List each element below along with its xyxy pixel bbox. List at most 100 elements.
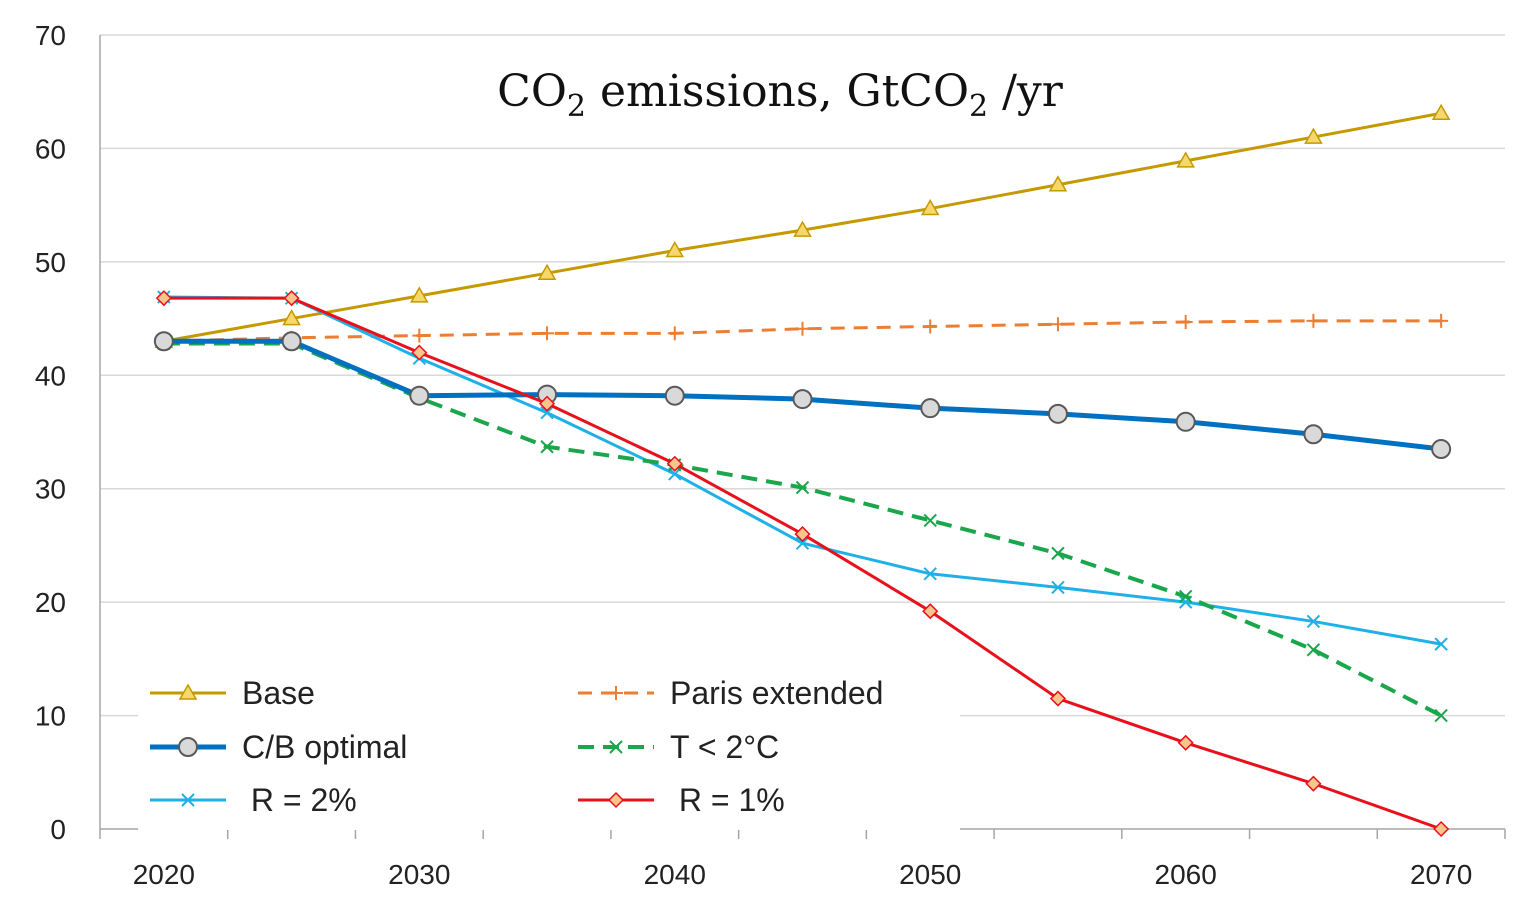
data-point-c-b-optimal-2020 <box>153 331 174 352</box>
legend: Base Paris extended C/B optimal T < 2°C R =… <box>138 660 960 830</box>
data-point-base-2065 <box>1304 127 1323 144</box>
data-point-t-2-c-2065 <box>1306 643 1321 657</box>
x-tick-label-2020: 2020 <box>133 859 195 890</box>
data-point-c-b-optimal-2070 <box>1431 439 1452 460</box>
series-line-r-2- <box>163 295 1442 646</box>
data-point-t-2-c-2070 <box>1434 708 1448 723</box>
marker-x-b <box>1051 580 1065 595</box>
gridlines <box>100 34 1505 717</box>
x-tick-label-2060: 2060 <box>1155 859 1217 890</box>
chart-title: CO2 emissions, GtCO2 /yr <box>497 66 1064 124</box>
data-point-base-2035 <box>537 263 557 280</box>
data-point-c-b-optimal-2055 <box>1047 403 1068 424</box>
data-point-base-2025 <box>282 309 301 326</box>
x-tick-label-2030: 2030 <box>388 859 450 890</box>
data-point-r-1--2070 <box>1433 820 1450 838</box>
y-tick-label-0: 0 <box>50 814 66 845</box>
data-point-r-1--2045 <box>794 526 811 543</box>
marker-x-b <box>795 480 810 495</box>
x-axis-tick-labels: 2020 2030 2040 2050 2060 2070 <box>133 859 1473 890</box>
series-paris-extended <box>156 313 1449 349</box>
y-tick-label-20: 20 <box>35 587 66 618</box>
marker-x-b <box>1434 708 1448 723</box>
data-point-base-2045 <box>793 220 812 237</box>
marker-x-b <box>923 567 937 581</box>
chart-title-part: 2 <box>969 89 988 124</box>
y-tick-label-70: 70 <box>35 20 66 51</box>
data-point-paris-extended-2070 <box>1434 313 1449 328</box>
marker-x-b <box>540 440 554 454</box>
data-point-base-2070 <box>1431 103 1451 121</box>
legend-background <box>138 660 960 830</box>
series-lines <box>153 103 1452 838</box>
marker-x-b <box>1434 637 1448 651</box>
series-r-2- <box>157 290 1448 651</box>
data-point-r-1--2050 <box>922 603 939 620</box>
series-r-1- <box>155 290 1450 838</box>
data-point-t-2-c-2035 <box>540 440 554 454</box>
chart-title-part: /yr <box>988 66 1064 117</box>
marker-x <box>609 740 623 754</box>
legend-label-c-b-optimal: C/B optimal <box>242 729 407 765</box>
data-point-r-2--2045 <box>795 536 810 550</box>
data-point-paris-extended-2060 <box>1178 314 1193 329</box>
marker-triangle <box>178 683 198 700</box>
data-point-r-2--2065 <box>1306 614 1321 629</box>
y-tick-label-50: 50 <box>35 247 66 278</box>
data-point-r-1--2055 <box>1049 690 1067 707</box>
series-base <box>154 103 1451 349</box>
marker-x-b <box>1306 643 1321 657</box>
data-point-paris-extended-2030 <box>412 328 427 343</box>
data-point-paris-extended-2035 <box>540 326 555 341</box>
series-line-paris-extended <box>163 319 1442 343</box>
data-point-r-1--2025 <box>283 290 300 307</box>
data-point-base-2060 <box>1176 151 1195 168</box>
marker-plus <box>609 686 623 700</box>
y-tick-label-30: 30 <box>35 474 66 505</box>
data-point-r-1--2040 <box>666 455 683 472</box>
data-point-r-2--2070 <box>1434 637 1448 651</box>
marker-x-b <box>795 536 810 550</box>
data-point-c-b-optimal-2030 <box>409 385 430 406</box>
data-point-base-2030 <box>410 286 429 303</box>
data-point-t-2-c-2060 <box>1178 589 1193 604</box>
marker-x-b <box>1178 589 1193 604</box>
legend-item-c-b-optimal: C/B optimal <box>150 729 407 765</box>
chart-title-part: 2 <box>567 89 586 124</box>
marker-x-b <box>1051 546 1065 561</box>
data-point-r-1--2035 <box>538 395 556 412</box>
legend-item-r-1-: R = 1% <box>578 782 785 818</box>
data-point-base-2055 <box>1048 175 1068 192</box>
data-point-base-2050 <box>920 199 940 216</box>
data-point-t-2-c-2050 <box>923 513 937 528</box>
legend-item-base: Base <box>150 675 315 711</box>
marker-x-b <box>181 793 195 807</box>
legend-label-r-1-: R = 1% <box>670 782 785 818</box>
data-point-paris-extended-2055 <box>1050 317 1065 332</box>
data-point-c-b-optimal-2045 <box>792 389 813 410</box>
data-point-paris-extended-2050 <box>923 319 938 334</box>
legend-label-base: Base <box>242 675 315 711</box>
data-point-r-2--2035 <box>540 406 554 420</box>
marker-x-b <box>609 740 623 754</box>
data-point-c-b-optimal-2065 <box>1303 424 1324 445</box>
x-tick-label-2040: 2040 <box>644 859 706 890</box>
data-point-r-1--2030 <box>411 344 428 361</box>
data-point-r-2--2050 <box>923 567 937 581</box>
marker-x-b <box>1306 614 1321 629</box>
y-tick-label-10: 10 <box>35 701 66 732</box>
data-point-r-1--2060 <box>1177 734 1194 751</box>
data-point-t-2-c-2055 <box>1051 546 1065 561</box>
marker-x-b <box>540 406 554 420</box>
legend-label-t-2-c: T < 2°C <box>670 729 779 765</box>
y-tick-label-60: 60 <box>35 133 66 164</box>
marker-circle <box>178 737 198 757</box>
legend-item-r-2-: R = 2% <box>150 782 357 818</box>
data-point-base-2040 <box>665 241 685 258</box>
data-point-r-2--2055 <box>1051 580 1065 595</box>
x-tick-label-2050: 2050 <box>899 859 961 890</box>
x-tick-label-2070: 2070 <box>1410 859 1472 890</box>
legend-item-t-2-c: T < 2°C <box>578 729 779 765</box>
data-point-r-1--2065 <box>1305 775 1322 792</box>
